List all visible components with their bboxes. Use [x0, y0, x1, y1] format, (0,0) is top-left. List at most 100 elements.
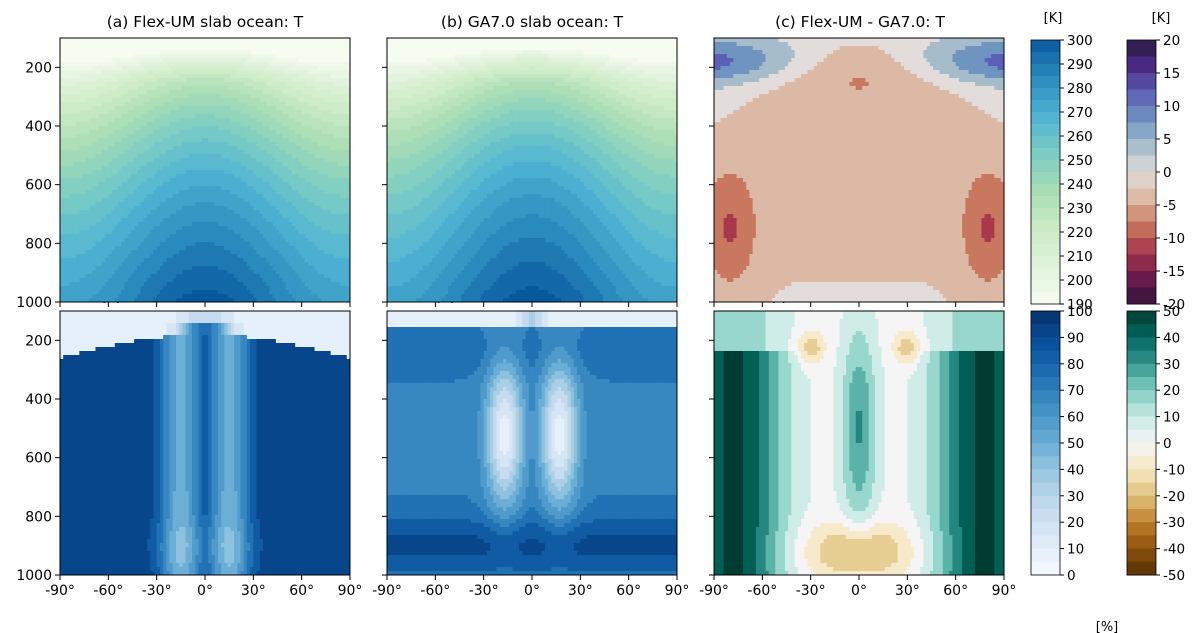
colorbar-swatch — [1031, 112, 1060, 125]
colorbar-swatch — [1127, 469, 1156, 484]
colorbar-tick-label: 210 — [1067, 249, 1093, 265]
x-tick-label: 90° — [665, 583, 690, 599]
panel-title-b: (b) GA7.0 slab ocean: T — [441, 13, 624, 31]
y-tick-label: 800 — [25, 509, 52, 525]
y-tick-label: 1000 — [16, 295, 52, 311]
x-tick-label: 90° — [992, 583, 1017, 599]
colorbar-tick-label: 10 — [1067, 542, 1084, 558]
colorbar-swatch — [1031, 509, 1060, 523]
colorbar-tick-label: -20 — [1163, 297, 1185, 313]
colorbar-swatch — [1127, 390, 1156, 404]
x-tick-label: 30° — [241, 583, 266, 599]
colorbar-tick-label: 20 — [1163, 33, 1180, 49]
colorbar-swatch — [1127, 403, 1156, 418]
colorbar-swatch — [1031, 561, 1060, 576]
colorbar-tick-label: 80 — [1067, 357, 1084, 373]
x-tick-label: 0° — [524, 583, 540, 599]
colorbar-tick-label: 10 — [1163, 99, 1180, 115]
x-tick-label: -60° — [93, 583, 123, 599]
colorbar-rh-diff: 50 40 30 20 10 0 -10 -20 -30 -40 -50 — [1126, 304, 1185, 584]
colorbar-tick-label: 280 — [1067, 81, 1093, 97]
colorbar-tick-label: 0 — [1163, 436, 1172, 452]
colorbar-swatch — [1127, 324, 1156, 338]
colorbar-swatch — [1031, 469, 1060, 484]
colorbar-swatch — [1127, 89, 1156, 107]
x-tick-label: -60° — [747, 583, 777, 599]
colorbar-swatch — [1127, 416, 1156, 431]
colorbar-tick-label: 230 — [1067, 201, 1093, 217]
colorbar-swatch — [1127, 188, 1156, 206]
y-tick-label: 400 — [25, 392, 52, 408]
colorbar-swatch — [1127, 238, 1156, 255]
y-tick-label: 400 — [25, 119, 52, 135]
colorbar-swatch — [1127, 548, 1156, 563]
colorbar-swatch — [1031, 482, 1060, 497]
colorbar-swatch — [1031, 76, 1060, 89]
colorbar-tick-label: 100 — [1067, 304, 1093, 320]
panel-title-a: (a) Flex-UM slab ocean: T — [107, 13, 304, 31]
colorbar-tick-label: -20 — [1163, 489, 1185, 505]
colorbar-tick-label: -10 — [1163, 231, 1185, 247]
colorbar-swatch — [1031, 256, 1060, 269]
colorbar-swatch — [1031, 535, 1060, 550]
colorbar-swatch — [1031, 416, 1060, 431]
colorbar-swatch — [1127, 139, 1156, 156]
colorbar-swatch — [1127, 254, 1156, 272]
colorbar-swatch — [1031, 64, 1060, 77]
colorbar-unit-rh-abs: [%] — [1096, 620, 1119, 633]
colorbar-swatch — [1127, 122, 1156, 140]
colorbar-swatch — [1031, 196, 1060, 209]
colorbar-swatch — [1127, 443, 1156, 457]
x-tick-label: 60° — [943, 583, 968, 599]
colorbar-swatch — [1031, 184, 1060, 197]
colorbar-unit-t-diff: [K] — [1152, 11, 1171, 26]
x-tick-label: 0° — [851, 583, 867, 599]
colorbar-swatch — [1031, 292, 1060, 305]
colorbar-tick-label: 240 — [1067, 177, 1093, 193]
y-tick-label: 200 — [25, 60, 52, 76]
colorbar-swatch — [1127, 73, 1156, 90]
colorbar-swatch — [1031, 100, 1060, 113]
colorbar-swatch — [1127, 311, 1156, 325]
colorbar-swatch — [1031, 522, 1060, 536]
colorbar-swatch — [1127, 495, 1156, 510]
colorbar-swatch — [1127, 429, 1156, 444]
x-tick-label: -30° — [469, 583, 499, 599]
y-tick-label: 200 — [25, 333, 52, 349]
y-tick-label: 600 — [25, 451, 52, 467]
colorbar-t-abs: 300 290 280 270 260 250 240 230 220 210 200 190 — [1030, 33, 1093, 313]
colorbar-swatch — [1031, 429, 1060, 444]
colorbar-tick-label: -50 — [1163, 568, 1185, 584]
colorbar-tick-label: 5 — [1163, 132, 1172, 148]
colorbar-swatch — [1127, 155, 1156, 173]
colorbar-tick-label: 190 — [1067, 297, 1093, 313]
colorbar-swatch — [1127, 363, 1156, 378]
colorbar-swatch — [1127, 221, 1156, 239]
colorbar-swatch — [1031, 456, 1060, 470]
colorbar-swatch — [1127, 377, 1156, 391]
colorbar-swatch — [1031, 88, 1060, 101]
colorbar-swatch — [1031, 495, 1060, 510]
colorbar-swatch — [1127, 561, 1156, 576]
colorbar-tick-label: 20 — [1163, 383, 1180, 399]
colorbar-swatch — [1031, 220, 1060, 233]
colorbar-swatch — [1031, 124, 1060, 137]
x-tick-label: 60° — [616, 583, 641, 599]
colorbar-swatch — [1127, 350, 1156, 365]
colorbar-swatch — [1031, 363, 1060, 378]
colorbar-tick-label: 10 — [1163, 410, 1180, 426]
colorbar-tick-label: 15 — [1163, 66, 1180, 82]
colorbar-swatch — [1127, 522, 1156, 536]
colorbar-swatch — [1031, 337, 1060, 352]
x-tick-label: -30° — [142, 583, 172, 599]
colorbar-swatch — [1031, 350, 1060, 365]
colorbar-swatch — [1031, 377, 1060, 391]
colorbar-swatch — [1127, 535, 1156, 550]
panel-e-plot: -90° -60° -30° 0° 30° 60° 90° — [372, 310, 690, 599]
colorbar-tick-label: 250 — [1067, 153, 1093, 169]
colorbar-swatch — [1127, 456, 1156, 470]
colorbar-tick-label: 0 — [1067, 568, 1076, 584]
panel-b-plot — [382, 37, 678, 307]
colorbar-swatch — [1031, 390, 1060, 404]
